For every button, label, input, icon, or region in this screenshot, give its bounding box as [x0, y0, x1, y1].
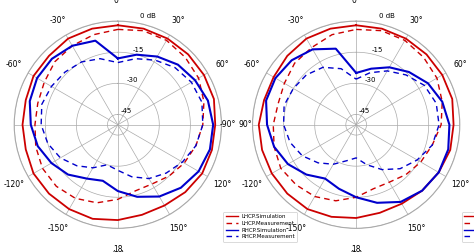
Text: -120°: -120°	[242, 180, 263, 189]
Text: -30°: -30°	[288, 16, 304, 25]
Text: 60°: 60°	[215, 60, 229, 69]
Text: 120°: 120°	[213, 180, 231, 189]
Text: 0 dB: 0 dB	[379, 13, 394, 19]
Text: -150°: -150°	[285, 224, 307, 233]
Text: -30: -30	[127, 77, 138, 83]
Text: -15: -15	[133, 47, 145, 53]
Text: -15: -15	[372, 47, 383, 53]
Text: 0°: 0°	[352, 0, 361, 5]
Text: 150°: 150°	[169, 224, 187, 233]
Text: 0°: 0°	[113, 0, 122, 5]
Legend: LHCP.Simulation, LHCP.Measurement, RHCP.Simulation, RHCP.Measurement: LHCP.Simulation, LHCP.Measurement, RHCP.…	[462, 212, 474, 242]
Text: 30°: 30°	[171, 16, 185, 25]
Text: (a): (a)	[111, 249, 125, 252]
Text: -120°: -120°	[3, 180, 24, 189]
Text: 18: 18	[113, 245, 123, 252]
Text: -150°: -150°	[47, 224, 68, 233]
Text: 150°: 150°	[407, 224, 426, 233]
Text: -60°: -60°	[6, 60, 22, 69]
Text: -30: -30	[365, 77, 376, 83]
Text: 60°: 60°	[454, 60, 467, 69]
Text: 30°: 30°	[410, 16, 423, 25]
Legend: LHCP.Simulation, LHCP.Measurement, RHCP.Simulation, RHCP.Measurement: LHCP.Simulation, LHCP.Measurement, RHCP.…	[223, 212, 297, 242]
Text: 120°: 120°	[451, 180, 469, 189]
Text: -90°: -90°	[219, 120, 236, 129]
Text: -45: -45	[358, 108, 370, 114]
Text: (b): (b)	[349, 249, 363, 252]
Text: 0 dB: 0 dB	[140, 13, 156, 19]
Text: 18: 18	[351, 245, 361, 252]
Text: -60°: -60°	[244, 60, 260, 69]
Text: 90°: 90°	[238, 120, 252, 129]
Text: -30°: -30°	[50, 16, 66, 25]
Text: -45: -45	[120, 108, 131, 114]
